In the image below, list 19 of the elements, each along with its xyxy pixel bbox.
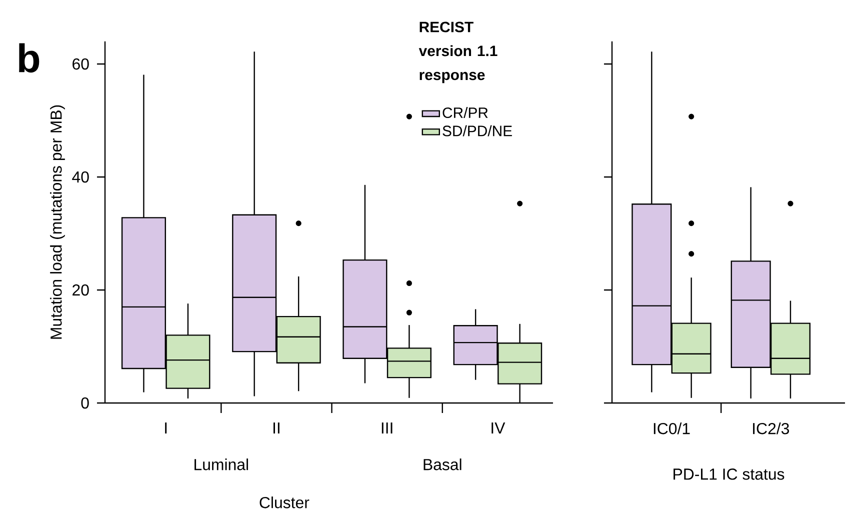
x-axis-title: PD-L1 IC status	[674, 468, 784, 480]
legend-title: RECIST version 1.1 response	[418, 22, 498, 84]
x-tick-label: II	[274, 422, 280, 434]
legend-label: SD/PD/NE	[442, 125, 512, 136]
x-axis-title: Cluster	[260, 496, 310, 508]
y-tick-label: 0	[81, 397, 89, 409]
x-tick-label: I	[165, 422, 167, 434]
x-tick-label: IV	[492, 422, 506, 434]
y-tick-label: 20	[72, 284, 89, 296]
y-tick-label: 40	[72, 171, 89, 183]
y-tick-label: 60	[72, 58, 89, 70]
text: b	[19, 43, 40, 73]
x-tick-label: IC0/1	[654, 422, 690, 434]
y-axis-title: Mutation load (mutations per MB)	[50, 105, 65, 339]
text: Basal	[424, 458, 462, 470]
legend-label: CR/PR	[442, 107, 488, 118]
x-tick-label: III	[382, 422, 392, 434]
text: Luminal	[194, 458, 248, 470]
x-tick-label: IC2/3	[753, 422, 789, 434]
